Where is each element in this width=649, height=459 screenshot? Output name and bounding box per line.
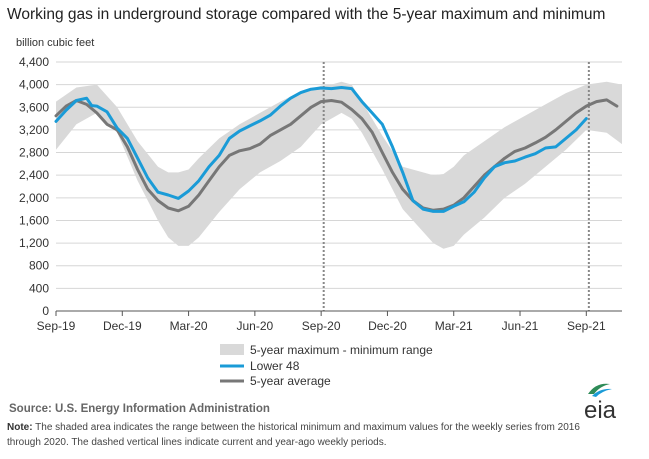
y-tick-label: 2,000: [19, 191, 49, 205]
source-text: Source: U.S. Energy Information Administ…: [9, 403, 270, 415]
y-tick-label: 1,600: [19, 213, 49, 227]
legend-label-lower48: Lower 48: [250, 359, 300, 373]
series-line-lower48: [54, 86, 588, 213]
x-tick-label: Jun-20: [237, 319, 274, 333]
y-tick-label: 2,800: [19, 146, 49, 160]
y-tick-label: 400: [29, 281, 49, 295]
y-tick-label: 800: [29, 259, 49, 273]
eia-logo: eia: [584, 383, 617, 424]
note-label: Note:: [7, 422, 33, 433]
x-tick-label: Jun-21: [502, 319, 539, 333]
x-tick-label: Dec-19: [103, 319, 142, 333]
note-text: The shaded area indicates the range betw…: [7, 422, 580, 448]
range-band: [56, 81, 622, 249]
y-tick-label: 0: [42, 304, 49, 318]
legend-label-band: 5-year maximum - minimum range: [250, 343, 433, 357]
eia-logo-text: eia: [584, 397, 617, 424]
y-tick-label: 4,400: [19, 55, 49, 69]
x-tick-label: Sep-20: [302, 319, 341, 333]
chart-svg: billion cubic feet 0 400 800 1,200 1,600 2,00…: [16, 37, 622, 388]
range-band-layer: [56, 81, 622, 249]
legend-label-average: 5-year average: [250, 374, 331, 388]
y-tick-label: 4,000: [19, 78, 49, 92]
axes: 0 400 800 1,200 1,600 2,000 2,400 2,800 3,200 3,6…: [19, 55, 622, 333]
y-tick-label: 2,400: [19, 168, 49, 182]
y-tick-label: 1,200: [19, 236, 49, 250]
x-tick-label: Dec-20: [368, 319, 407, 333]
chart-title: Working gas in underground storage compa…: [7, 6, 606, 23]
series-layer: [54, 86, 619, 213]
x-tick-label: Mar-20: [170, 319, 208, 333]
legend: 5-year maximum - minimum range Lower 48 …: [220, 343, 433, 388]
series-line-5yr-average: [54, 98, 619, 213]
y-axis-label: billion cubic feet: [16, 37, 94, 49]
legend-swatch-band: [220, 344, 244, 355]
y-tick-label: 3,600: [19, 100, 49, 114]
x-tick-label: Sep-21: [567, 319, 606, 333]
eia-logo-swoosh-green: [588, 383, 610, 394]
note: Note: The shaded area indicates the rang…: [7, 420, 612, 450]
x-tick-label: Sep-19: [37, 319, 76, 333]
y-tick-label: 3,200: [19, 123, 49, 137]
x-tick-label: Mar-21: [435, 319, 473, 333]
eia-logo-swoosh-blue: [592, 388, 612, 397]
